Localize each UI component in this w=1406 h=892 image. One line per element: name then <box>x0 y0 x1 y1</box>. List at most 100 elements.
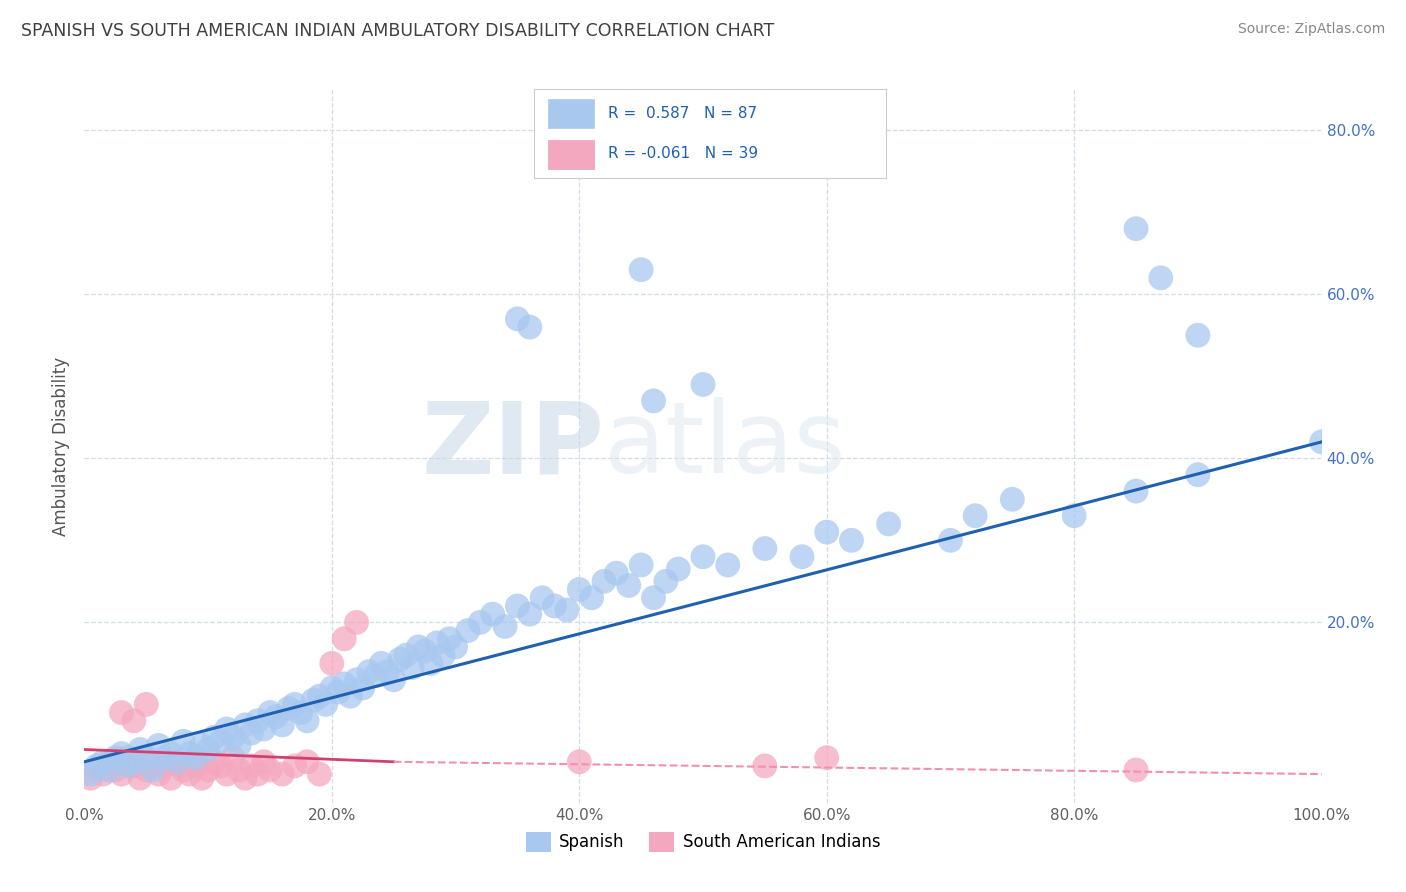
Point <box>543 599 565 613</box>
Point <box>122 714 145 728</box>
Point <box>1187 328 1209 343</box>
Point <box>129 771 152 785</box>
Point <box>408 640 430 654</box>
Point <box>284 759 307 773</box>
Point <box>240 726 263 740</box>
Point <box>153 759 176 773</box>
Point <box>104 750 127 764</box>
Point <box>259 763 281 777</box>
Point <box>122 759 145 773</box>
Point <box>346 615 368 630</box>
Point <box>692 549 714 564</box>
Point <box>506 599 529 613</box>
Point <box>148 739 170 753</box>
Point <box>202 730 225 744</box>
Point <box>470 615 492 630</box>
Point <box>333 632 356 646</box>
Point <box>184 750 207 764</box>
Point <box>166 755 188 769</box>
Point <box>321 657 343 671</box>
Point <box>308 689 330 703</box>
Point <box>790 549 813 564</box>
Point <box>717 558 740 572</box>
Point <box>333 677 356 691</box>
Point <box>841 533 863 548</box>
Point <box>117 759 139 773</box>
Point <box>815 750 838 764</box>
Point <box>692 377 714 392</box>
Point <box>617 578 640 592</box>
Text: SPANISH VS SOUTH AMERICAN INDIAN AMBULATORY DISABILITY CORRELATION CHART: SPANISH VS SOUTH AMERICAN INDIAN AMBULAT… <box>21 22 775 40</box>
Point <box>246 714 269 728</box>
Point <box>401 660 423 674</box>
Point <box>1187 467 1209 482</box>
Point <box>419 657 441 671</box>
Point <box>581 591 603 605</box>
Point <box>222 730 245 744</box>
Point <box>519 607 541 622</box>
Point <box>494 619 516 633</box>
Text: Source: ZipAtlas.com: Source: ZipAtlas.com <box>1237 22 1385 37</box>
Point <box>202 755 225 769</box>
Point <box>295 714 318 728</box>
Point <box>413 644 436 658</box>
Point <box>815 525 838 540</box>
Point <box>179 767 201 781</box>
Point <box>172 763 194 777</box>
Point <box>253 755 276 769</box>
Point <box>215 767 238 781</box>
Point <box>153 750 176 764</box>
Point <box>141 755 163 769</box>
Point <box>754 541 776 556</box>
Point <box>160 747 183 761</box>
Point <box>79 767 101 781</box>
Point <box>308 767 330 781</box>
Point <box>321 681 343 695</box>
Point <box>110 747 132 761</box>
Point <box>277 701 299 715</box>
Point <box>326 685 349 699</box>
Bar <box>548 140 593 169</box>
Point <box>98 763 121 777</box>
Point <box>141 763 163 777</box>
Point <box>1310 434 1333 449</box>
Point <box>630 262 652 277</box>
Point <box>555 603 578 617</box>
Point <box>1125 484 1147 499</box>
Point <box>228 763 250 777</box>
Point <box>1150 270 1173 285</box>
Point <box>357 665 380 679</box>
Point <box>531 591 554 605</box>
Point <box>166 755 188 769</box>
Point <box>1125 221 1147 235</box>
Point <box>444 640 467 654</box>
Point <box>643 393 665 408</box>
Point <box>605 566 627 581</box>
Point <box>197 742 219 756</box>
Point <box>352 681 374 695</box>
Point <box>965 508 987 523</box>
Point <box>253 722 276 736</box>
Point <box>135 750 157 764</box>
Point <box>754 759 776 773</box>
Point <box>271 718 294 732</box>
Point <box>117 750 139 764</box>
Point <box>302 693 325 707</box>
Point <box>184 759 207 773</box>
Point <box>259 706 281 720</box>
Point <box>666 562 689 576</box>
Point <box>568 582 591 597</box>
Point <box>191 771 214 785</box>
Point <box>179 747 201 761</box>
Point <box>290 706 312 720</box>
Point <box>79 771 101 785</box>
Point <box>233 771 256 785</box>
Point <box>395 648 418 662</box>
Point <box>110 767 132 781</box>
Point <box>382 673 405 687</box>
Point <box>129 742 152 756</box>
Point <box>439 632 461 646</box>
Point <box>568 755 591 769</box>
Point <box>233 718 256 732</box>
Point <box>98 755 121 769</box>
